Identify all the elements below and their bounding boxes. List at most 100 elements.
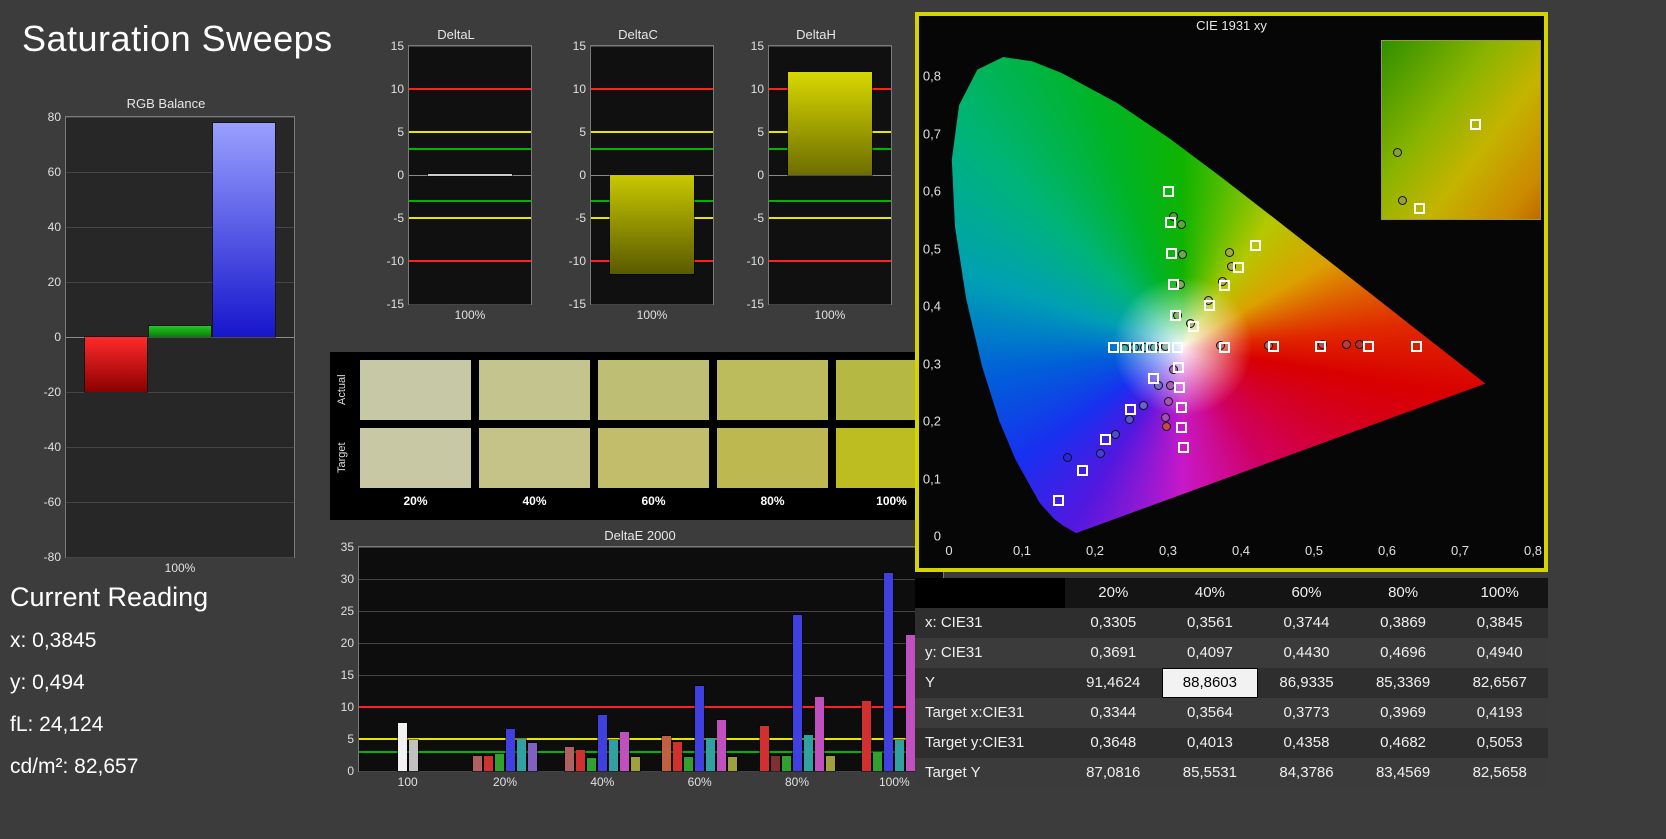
table-col-header: 20% xyxy=(1065,578,1162,608)
target-marker xyxy=(1172,361,1184,373)
inset-measurement-point xyxy=(1397,195,1407,205)
target-marker xyxy=(1107,341,1119,353)
table-cell[interactable]: 91,4624 xyxy=(1065,668,1162,698)
measurement-point xyxy=(1342,340,1352,350)
table-cell[interactable]: 0,3773 xyxy=(1258,698,1355,728)
reference-line xyxy=(591,131,713,133)
target-marker xyxy=(1203,299,1215,311)
cie-zoom-inset xyxy=(1381,40,1541,220)
target-marker xyxy=(1120,341,1132,353)
y-axis-tick-label: -20 xyxy=(43,385,61,399)
table-cell[interactable]: 82,5658 xyxy=(1451,758,1548,788)
measurement-point xyxy=(1096,449,1106,459)
table-cell[interactable]: 0,3648 xyxy=(1065,728,1162,758)
reference-line xyxy=(359,706,943,708)
y-axis-tick-label: 0,1 xyxy=(922,471,941,487)
bar xyxy=(585,756,597,773)
gridline xyxy=(409,303,531,305)
bar xyxy=(705,736,717,772)
table-cell[interactable]: 82,6567 xyxy=(1451,668,1548,698)
table-col-header: 100% xyxy=(1451,578,1548,608)
table-cell[interactable]: 0,3845 xyxy=(1451,608,1548,638)
swatch-col-label: 20% xyxy=(403,494,428,508)
table-cell[interactable]: 0,3344 xyxy=(1065,698,1162,728)
y-axis-tick-label: 0 xyxy=(54,330,61,344)
table-cell[interactable]: 0,4696 xyxy=(1354,638,1452,668)
y-axis-tick-label: -60 xyxy=(43,495,61,509)
gridline xyxy=(591,303,713,305)
bar xyxy=(609,174,695,275)
swatch-row-label: Target xyxy=(336,442,348,474)
bar xyxy=(694,684,706,772)
current-reading-heading: Current Reading xyxy=(10,582,209,612)
reference-line xyxy=(359,750,943,753)
x-axis-group-label: 40% xyxy=(590,775,615,789)
table-cell[interactable]: 0,3744 xyxy=(1258,608,1355,638)
gridline xyxy=(769,174,891,176)
table-cell[interactable]: 0,4358 xyxy=(1258,728,1355,758)
target-marker xyxy=(1233,261,1245,273)
table-cell[interactable]: 85,3369 xyxy=(1354,668,1452,698)
table-cell[interactable]: 0,3305 xyxy=(1065,608,1162,638)
measurement-point xyxy=(1185,319,1195,329)
swatch-actual xyxy=(360,360,471,420)
x-axis-group-label: 60% xyxy=(687,775,712,789)
measurement-table: 20% 40% 60% 80% 100% x: CIE31 0,3305 0,3561 0,37… xyxy=(915,578,1548,788)
measurement-point xyxy=(1163,397,1173,407)
bar xyxy=(872,750,884,772)
table-cell[interactable]: 0,4430 xyxy=(1258,638,1355,668)
table-cell[interactable]: 0,4097 xyxy=(1161,638,1259,668)
measurement-point xyxy=(1178,250,1188,260)
gridline xyxy=(66,556,294,558)
bar xyxy=(212,121,276,338)
table-cell[interactable]: 0,3691 xyxy=(1065,638,1162,668)
y-axis-tick-label: -5 xyxy=(753,211,764,225)
y-axis-tick-label: 0,6 xyxy=(922,183,941,199)
table-cell[interactable]: 0,3561 xyxy=(1161,608,1259,638)
table-cell[interactable]: 85,5531 xyxy=(1161,758,1259,788)
rgb-balance-plot: -80 -60 -40 -20 0 20 40 60 80 100% xyxy=(44,110,295,575)
x-axis-tick-label: 0,3 xyxy=(1158,543,1178,558)
bar xyxy=(396,722,408,772)
cie-chart-panel: CIE 1931 xy 0 0 0,1 0,1 0,2 0,2 0,3 0,3 0,4 0,4 0,… xyxy=(915,12,1548,572)
measurement-point xyxy=(1161,413,1171,423)
target-marker xyxy=(1053,494,1064,506)
reference-line xyxy=(409,199,531,202)
table-cell[interactable]: 0,3869 xyxy=(1354,608,1452,638)
table-row: Target y:CIE31 0,3648 0,4013 0,4358 0,4682 0,… xyxy=(915,728,1548,758)
measurement-point xyxy=(1226,261,1236,271)
target-marker xyxy=(1145,341,1157,353)
x-axis-group-label: 80% xyxy=(784,775,810,789)
reference-line xyxy=(409,217,531,219)
table-cell[interactable]: 0,5053 xyxy=(1451,728,1548,758)
x-axis-group-label: 100% xyxy=(878,775,910,789)
table-cell[interactable]: 0,4193 xyxy=(1451,698,1548,728)
bar xyxy=(683,755,695,772)
table-cell[interactable]: 0,3969 xyxy=(1354,698,1452,728)
measurement-point xyxy=(1140,343,1150,353)
table-cell[interactable]: 0,4682 xyxy=(1354,728,1452,758)
deltae-2000-title: DeltaE 2000 xyxy=(604,528,676,543)
bar xyxy=(483,755,494,772)
table-cell[interactable]: 83,4569 xyxy=(1354,758,1452,788)
table-cell[interactable]: 0,4940 xyxy=(1451,638,1548,668)
y-axis-tick-label: 35 xyxy=(340,540,354,554)
y-axis-tick-label: 15 xyxy=(572,39,586,53)
table-cell[interactable]: 86,9335 xyxy=(1258,668,1355,698)
table-cell[interactable]: 0,3564 xyxy=(1161,698,1259,728)
table-cell[interactable]: 88,8603 xyxy=(1161,668,1259,698)
table-row-label: Target Y xyxy=(915,758,1065,788)
current-reading-y: y: 0,494 xyxy=(10,671,85,694)
table-cell[interactable]: 87,0816 xyxy=(1065,758,1162,788)
x-axis-tick-label: 0,7 xyxy=(1450,543,1470,558)
reference-line xyxy=(409,148,531,151)
swatch-target xyxy=(598,428,709,488)
y-axis-tick-label: 10 xyxy=(340,700,354,714)
bar xyxy=(727,755,739,772)
bar xyxy=(802,734,814,772)
x-axis-tick-label: 0,5 xyxy=(1304,543,1324,558)
table-cell[interactable]: 0,4013 xyxy=(1161,728,1259,758)
y-axis-tick-label: 0 xyxy=(757,168,764,182)
x-axis-group-label: 100% xyxy=(164,561,196,575)
table-cell[interactable]: 84,3786 xyxy=(1258,758,1355,788)
